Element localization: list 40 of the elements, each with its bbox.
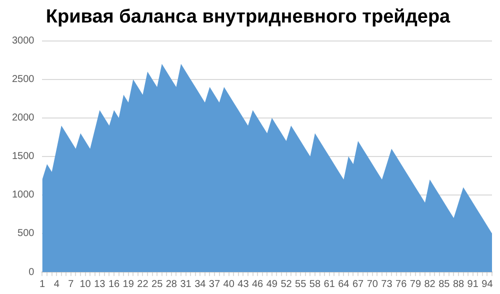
x-tick-label: 34: [194, 278, 206, 290]
x-tick-label: 52: [280, 278, 292, 290]
x-tick-label: 25: [152, 278, 164, 290]
x-tick-label: 7: [68, 278, 74, 290]
x-tick-label: 4: [54, 278, 60, 290]
x-tick-label: 19: [122, 278, 134, 290]
x-tick-label: 91: [467, 278, 479, 290]
y-tick-label: 3000: [12, 36, 35, 47]
x-tick-label: 49: [266, 278, 278, 290]
y-tick-label: 2500: [12, 74, 35, 86]
x-tick-label: 43: [238, 278, 250, 290]
x-tick-label: 79: [410, 278, 422, 290]
y-tick-label: 0: [28, 266, 35, 278]
x-tick-label: 37: [208, 278, 220, 290]
y-tick-label: 1000: [12, 190, 35, 201]
x-tick-label: 22: [137, 278, 149, 290]
x-tick-label: 88: [452, 278, 465, 290]
x-tick-label: 31: [180, 278, 192, 290]
x-tick-label: 85: [438, 278, 450, 290]
x-tick-label: 58: [309, 278, 321, 290]
chart-title: Кривая баланса внутридневного трейдера: [46, 6, 451, 28]
x-tick-label: 40: [223, 278, 235, 290]
x-tick-label: 10: [80, 278, 92, 290]
x-tick-label: 55: [295, 278, 307, 290]
x-tick-label: 1: [39, 278, 46, 290]
x-tick-label: 46: [252, 278, 264, 290]
x-tick-label: 94: [482, 278, 494, 290]
y-tick-label: 1500: [12, 151, 35, 162]
x-tick-label: 73: [381, 278, 393, 290]
y-tick-label: 500: [18, 228, 35, 240]
x-tick-label: 70: [366, 278, 378, 290]
x-tick-label: 82: [424, 278, 436, 290]
x-tick-label: 61: [324, 278, 336, 290]
x-tick-label: 16: [108, 278, 120, 290]
x-tick-label: 67: [352, 278, 364, 290]
x-tick-label: 76: [396, 278, 408, 290]
y-tick-label: 2000: [12, 112, 35, 124]
x-tick-label: 13: [94, 278, 106, 290]
x-tick-label: 64: [338, 278, 350, 290]
x-tick-label: 28: [166, 278, 178, 290]
